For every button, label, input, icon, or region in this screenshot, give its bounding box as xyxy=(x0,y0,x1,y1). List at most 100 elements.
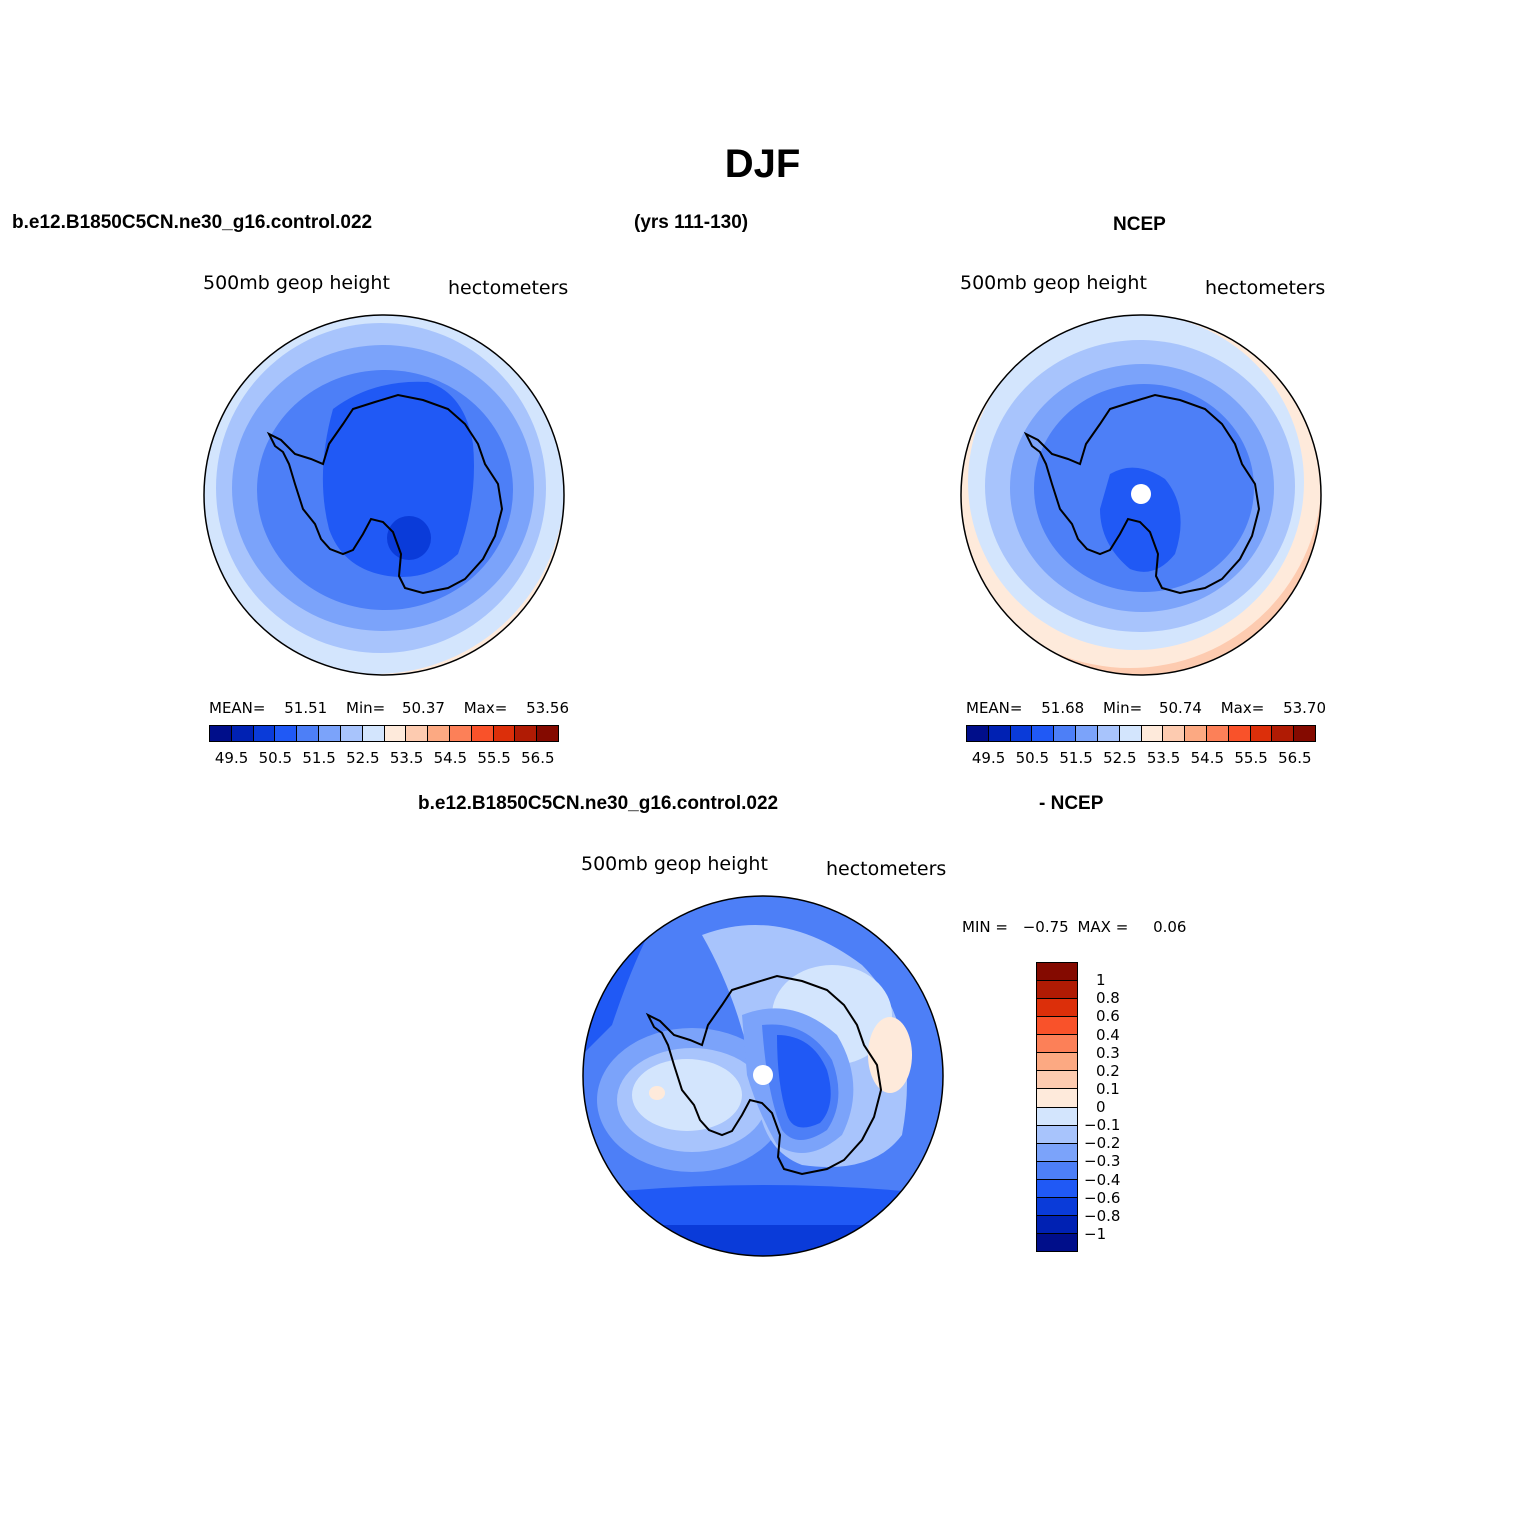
colorbar-swatch xyxy=(1037,999,1077,1018)
obs-colorbar xyxy=(966,725,1316,742)
colorbar-tick-label: 56.5 xyxy=(1278,749,1312,767)
colorbar-tick-label: 51.5 xyxy=(1059,749,1093,767)
colorbar-swatch xyxy=(1010,726,1033,741)
diff-min-label: MIN = xyxy=(962,918,1008,936)
model-colorbar xyxy=(209,725,559,742)
obs-stats: MEAN= 51.68 Min= 50.74 Max= 53.70 xyxy=(966,699,1326,717)
colorbar-tick-label: 49.5 xyxy=(971,749,1006,767)
model-polar-map xyxy=(203,314,565,676)
colorbar-tick-label: −0.3 xyxy=(1084,1152,1121,1171)
colorbar-tick-label: 0.3 xyxy=(1096,1043,1120,1062)
colorbar-tick-label: −0.1 xyxy=(1084,1116,1121,1135)
colorbar-tick-label: 0.2 xyxy=(1096,1061,1120,1080)
diff-title-left: b.e12.B1850C5CN.ne30_g16.control.022 xyxy=(418,793,779,814)
colorbar-tick-label: 51.5 xyxy=(302,749,336,767)
colorbar-swatch xyxy=(1037,1107,1077,1126)
colorbar-swatch xyxy=(1054,726,1077,741)
colorbar-tick-label: 53.5 xyxy=(389,749,424,767)
colorbar-swatch xyxy=(275,726,298,741)
colorbar-swatch xyxy=(1037,1071,1077,1090)
colorbar-swatch xyxy=(988,726,1011,741)
colorbar-swatch xyxy=(253,726,276,741)
obs-mean-label: MEAN= xyxy=(966,699,1023,717)
model-mean-label: MEAN= xyxy=(209,699,266,717)
diff-min-value: −0.75 xyxy=(1022,918,1069,936)
colorbar-swatch xyxy=(537,726,558,741)
diff-antarctica-coastline xyxy=(645,974,883,1176)
colorbar-swatch xyxy=(340,726,363,741)
colorbar-swatch xyxy=(1037,1125,1077,1144)
colorbar-swatch xyxy=(428,726,450,741)
colorbar-swatch xyxy=(406,726,429,741)
colorbar-tick-label: 0 xyxy=(1096,1098,1106,1116)
figure-title: DJF xyxy=(724,142,801,186)
colorbar-swatch xyxy=(1037,1089,1077,1108)
colorbar-tick-label: −0.2 xyxy=(1084,1134,1121,1153)
colorbar-tick-label: 0.1 xyxy=(1096,1079,1120,1098)
colorbar-swatch xyxy=(471,726,494,741)
colorbar-swatch xyxy=(1037,1215,1077,1234)
model-max-value: 53.56 xyxy=(526,699,570,717)
colorbar-swatch xyxy=(1272,726,1295,741)
colorbar-swatch xyxy=(1119,726,1142,741)
colorbar-tick-label: 52.5 xyxy=(346,749,380,767)
colorbar-swatch xyxy=(1037,1035,1077,1054)
colorbar-tick-label: −0.6 xyxy=(1084,1188,1121,1207)
colorbar-tick-label: 0.6 xyxy=(1096,1007,1120,1026)
obs-pole-hole xyxy=(1131,484,1151,504)
colorbar-swatch xyxy=(1037,1017,1077,1036)
colorbar-swatch xyxy=(297,726,320,741)
colorbar-tick-label: 52.5 xyxy=(1103,749,1137,767)
colorbar-tick-label: 53.5 xyxy=(1146,749,1181,767)
colorbar-swatch xyxy=(1097,726,1120,741)
diff-units-label: hectometers xyxy=(826,858,947,880)
colorbar-swatch xyxy=(1032,726,1055,741)
colorbar-swatch xyxy=(210,726,232,741)
obs-min-label: Min= xyxy=(1103,699,1143,717)
colorbar-swatch xyxy=(1037,1197,1077,1216)
obs-variable-label: 500mb geop height xyxy=(960,272,1147,294)
obs-antarctica-coastline xyxy=(1023,393,1261,595)
colorbar-swatch xyxy=(1228,726,1251,741)
colorbar-tick-label: 49.5 xyxy=(214,749,249,767)
colorbar-swatch xyxy=(231,726,254,741)
colorbar-swatch xyxy=(1037,1233,1077,1251)
case-name-header: b.e12.B1850C5CN.ne30_g16.control.022 xyxy=(12,212,373,233)
obs-mean-value: 51.68 xyxy=(1041,699,1085,717)
model-antarctica-coastline xyxy=(266,393,504,595)
colorbar-swatch xyxy=(449,726,472,741)
colorbar-swatch xyxy=(1037,963,1077,982)
diff-max-label: MAX = xyxy=(1077,918,1129,936)
diff-variable-label: 500mb geop height xyxy=(581,853,768,875)
model-variable-label: 500mb geop height xyxy=(203,272,390,294)
colorbar-tick-label: 54.5 xyxy=(1190,749,1225,767)
diff-polar-map xyxy=(582,895,944,1257)
diff-pole-hole xyxy=(753,1065,773,1085)
diff-title-right: - NCEP xyxy=(1039,793,1104,814)
colorbar-swatch xyxy=(1037,1143,1077,1162)
colorbar-swatch xyxy=(1037,1161,1077,1180)
diff-stats: MIN = −0.75 MAX = 0.06 xyxy=(962,918,1186,936)
model-min-label: Min= xyxy=(346,699,386,717)
model-mean-value: 51.51 xyxy=(284,699,328,717)
colorbar-swatch xyxy=(1294,726,1315,741)
model-units-label: hectometers xyxy=(448,277,569,299)
colorbar-tick-label: 56.5 xyxy=(521,749,555,767)
obs-max-value: 53.70 xyxy=(1283,699,1327,717)
model-max-label: Max= xyxy=(463,699,508,717)
years-header: (yrs 111-130) xyxy=(634,212,749,233)
colorbar-tick-label: −0.8 xyxy=(1084,1206,1121,1225)
colorbar-swatch xyxy=(384,726,407,741)
diff-max-value: 0.06 xyxy=(1153,918,1187,936)
colorbar-tick-label: 54.5 xyxy=(433,749,468,767)
colorbar-swatch xyxy=(1163,726,1186,741)
colorbar-swatch xyxy=(1076,726,1098,741)
obs-min-value: 50.74 xyxy=(1158,699,1202,717)
colorbar-tick-label: 55.5 xyxy=(1234,749,1268,767)
colorbar-tick-label: 0.8 xyxy=(1096,989,1120,1008)
colorbar-swatch xyxy=(1037,1053,1077,1072)
colorbar-swatch xyxy=(967,726,989,741)
colorbar-tick-label: −1 xyxy=(1084,1224,1107,1243)
colorbar-swatch xyxy=(1037,981,1077,1000)
colorbar-tick-label: 50.5 xyxy=(1015,749,1050,767)
